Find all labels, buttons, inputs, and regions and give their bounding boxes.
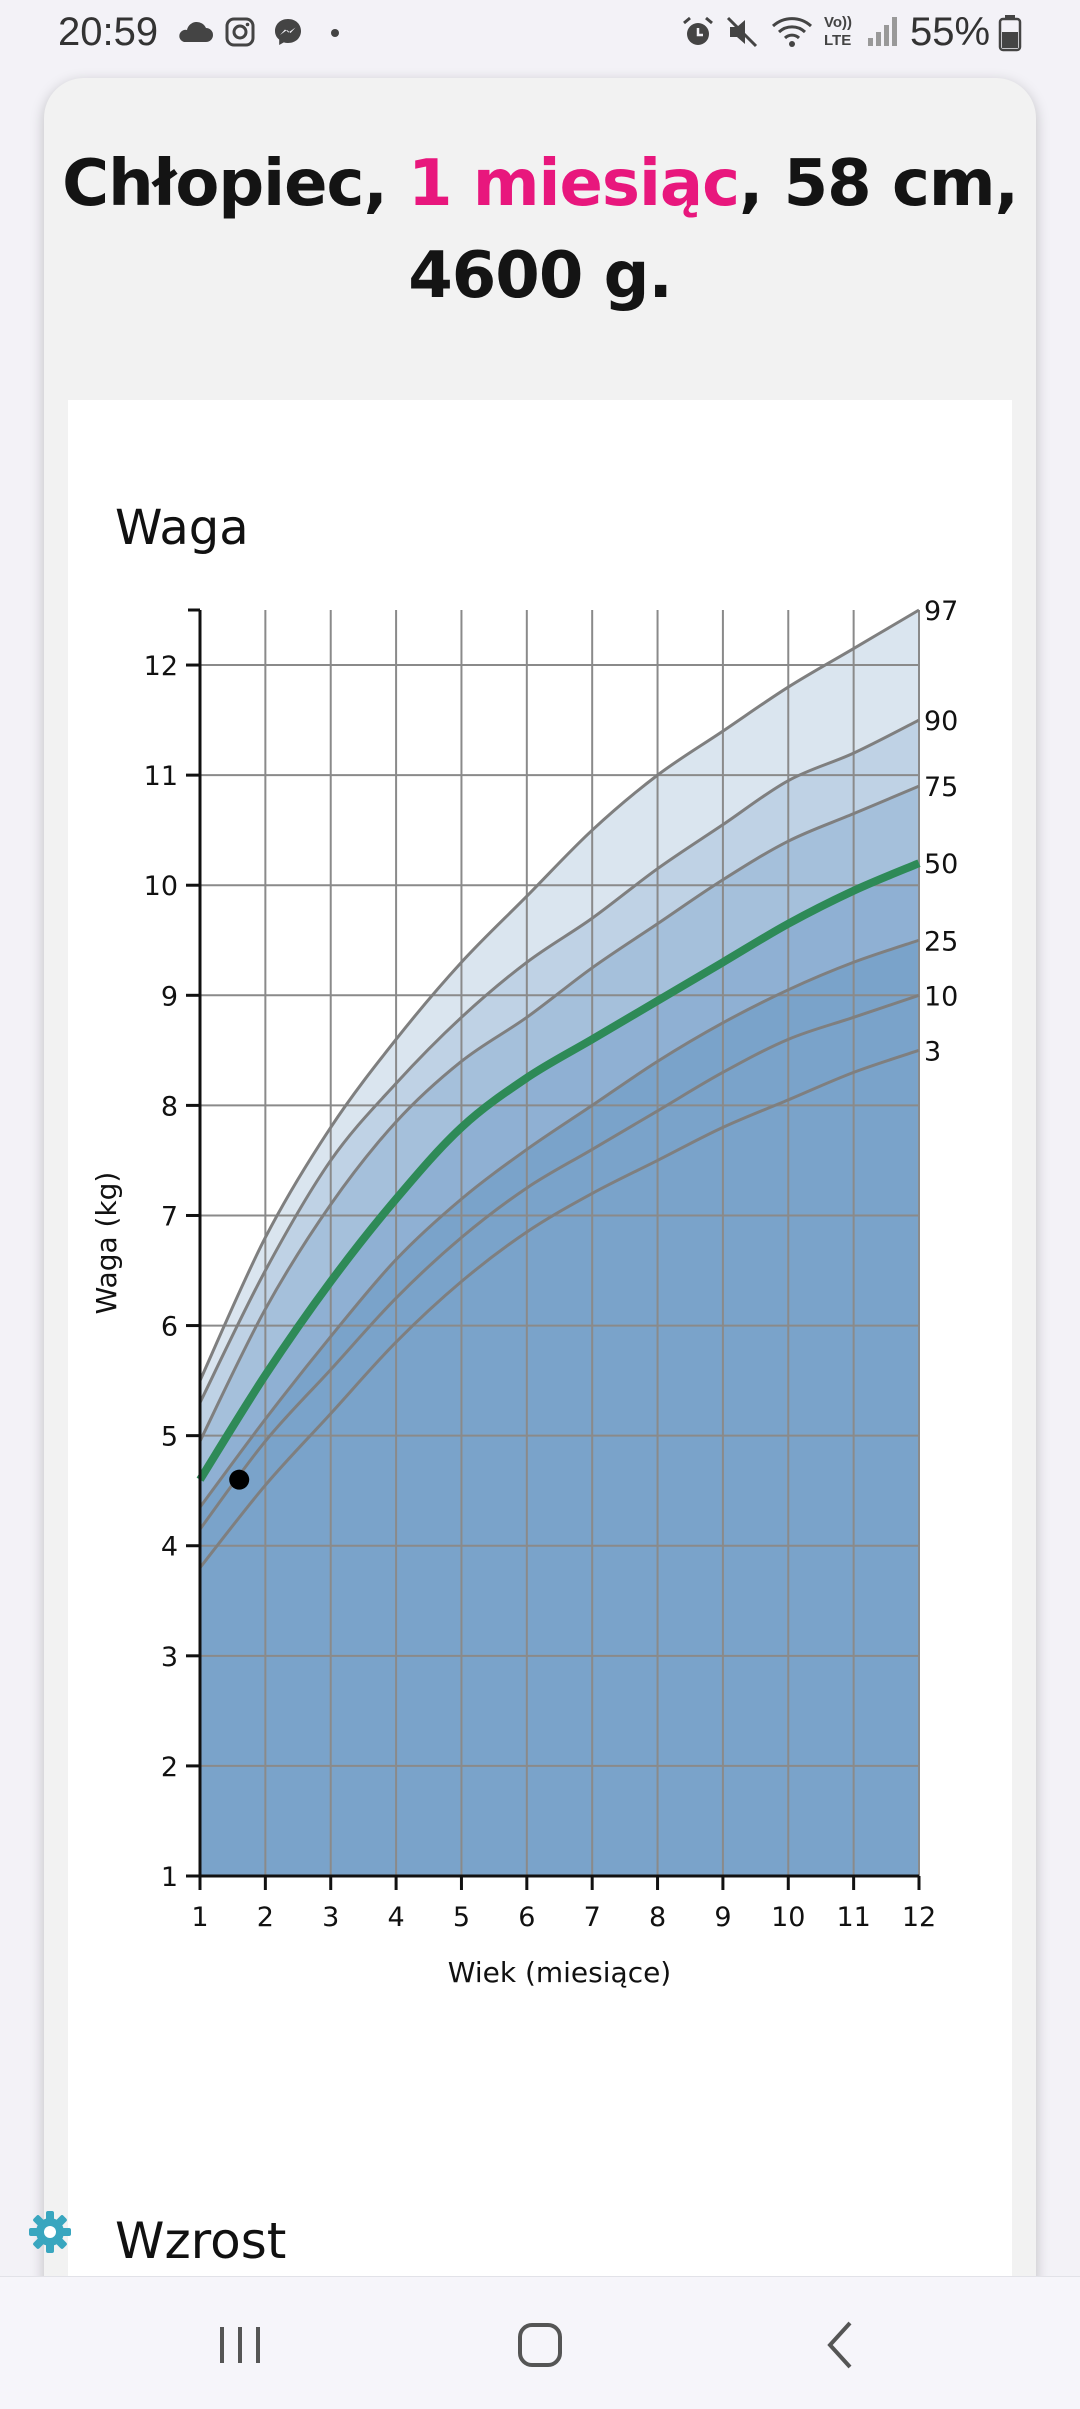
battery-icon bbox=[998, 15, 1022, 52]
percentile-label-97: 97 bbox=[924, 596, 958, 627]
volte-icon: Vo)) LTE bbox=[824, 14, 853, 49]
percentile-band-below-3 bbox=[200, 1050, 919, 1876]
status-time: 20:59 bbox=[58, 10, 159, 54]
y-tick-label-1: 1 bbox=[161, 1862, 178, 1893]
y-tick-label-11: 11 bbox=[144, 761, 178, 792]
measurement-point-0 bbox=[229, 1469, 250, 1490]
y-tick-label-4: 4 bbox=[161, 1532, 178, 1563]
percentile-band-25-10 bbox=[200, 940, 919, 1530]
percentile-band-97-90 bbox=[200, 610, 919, 1403]
percentile-line-90 bbox=[198, 718, 920, 1404]
title-gender: Chłopiec, bbox=[62, 147, 388, 221]
x-tick-label-4: 4 bbox=[387, 1902, 404, 1933]
y-tick-label-10: 10 bbox=[144, 871, 178, 902]
title-weight: 4600 g. bbox=[408, 239, 673, 313]
back-icon[interactable] bbox=[812, 2315, 872, 2375]
home-icon[interactable] bbox=[510, 2315, 570, 2375]
percentile-line-10 bbox=[198, 993, 920, 1531]
wifi-icon bbox=[771, 17, 813, 47]
messenger-icon bbox=[275, 19, 301, 45]
navigation-bar bbox=[0, 2276, 1080, 2409]
x-tick-label-12: 12 bbox=[902, 1902, 936, 1933]
percentile-line-50 bbox=[196, 859, 921, 1482]
y-tick-label-2: 2 bbox=[161, 1752, 178, 1783]
y-tick-label-6: 6 bbox=[161, 1312, 178, 1343]
percentile-label-75: 75 bbox=[924, 772, 958, 803]
y-tick-label-7: 7 bbox=[161, 1201, 178, 1232]
y-tick-label-9: 9 bbox=[161, 981, 178, 1012]
percentile-label-90: 90 bbox=[924, 706, 958, 737]
percentile-label-3: 3 bbox=[924, 1036, 941, 1067]
x-tick-label-2: 2 bbox=[257, 1902, 274, 1933]
instagram-icon bbox=[225, 17, 255, 47]
y-tick-label-3: 3 bbox=[161, 1642, 178, 1673]
x-tick-label-1: 1 bbox=[191, 1902, 208, 1933]
title-line-1: Chłopiec, 1 miesiąc, 58 cm, bbox=[44, 138, 1036, 230]
status-bar: 20:59 Vo)) LTE 55% bbox=[0, 0, 1080, 70]
y-tick-label-8: 8 bbox=[161, 1091, 178, 1122]
percentile-line-3 bbox=[198, 1048, 920, 1569]
chart-title: Waga bbox=[115, 500, 249, 556]
x-tick-label-6: 6 bbox=[518, 1902, 535, 1933]
x-tick-label-7: 7 bbox=[584, 1902, 601, 1933]
x-tick-label-5: 5 bbox=[453, 1902, 470, 1933]
percentile-line-75 bbox=[198, 784, 920, 1442]
mute-icon bbox=[726, 16, 758, 48]
percentile-label-25: 25 bbox=[924, 926, 958, 957]
title-length: , 58 cm, bbox=[739, 147, 1019, 221]
cloud-icon bbox=[179, 21, 213, 42]
section-title-height: Wzrost bbox=[115, 2212, 287, 2270]
x-tick-label-9: 9 bbox=[714, 1902, 731, 1933]
signal-icon bbox=[868, 17, 897, 46]
percentile-label-50: 50 bbox=[924, 849, 958, 880]
percentile-label-10: 10 bbox=[924, 981, 958, 1012]
x-tick-label-8: 8 bbox=[649, 1902, 666, 1933]
x-tick-label-10: 10 bbox=[771, 1902, 805, 1933]
page-title: Chłopiec, 1 miesiąc, 58 cm, 4600 g. bbox=[44, 138, 1036, 322]
recents-icon[interactable] bbox=[210, 2315, 270, 2375]
dot-icon bbox=[331, 29, 339, 37]
y-tick-label-12: 12 bbox=[144, 651, 178, 682]
percentile-band-75-50 bbox=[200, 786, 919, 1480]
title-age: 1 miesiąc bbox=[408, 147, 740, 221]
battery-percent: 55% bbox=[910, 10, 991, 54]
alarm-icon bbox=[683, 16, 713, 45]
settings-gear-icon[interactable] bbox=[26, 2208, 74, 2256]
y-tick-label-5: 5 bbox=[161, 1422, 178, 1453]
percentile-band-90-75 bbox=[200, 720, 919, 1442]
percentile-band-10-3 bbox=[200, 995, 919, 1568]
percentile-band-50-25 bbox=[200, 863, 919, 1508]
y-axis-label: Waga (kg) bbox=[90, 1172, 123, 1315]
x-tick-label-11: 11 bbox=[836, 1902, 870, 1933]
x-tick-label-3: 3 bbox=[322, 1902, 339, 1933]
x-axis-label: Wiek (miesiące) bbox=[448, 1956, 671, 1989]
percentile-line-25 bbox=[198, 938, 920, 1509]
percentile-line-97 bbox=[198, 608, 920, 1382]
